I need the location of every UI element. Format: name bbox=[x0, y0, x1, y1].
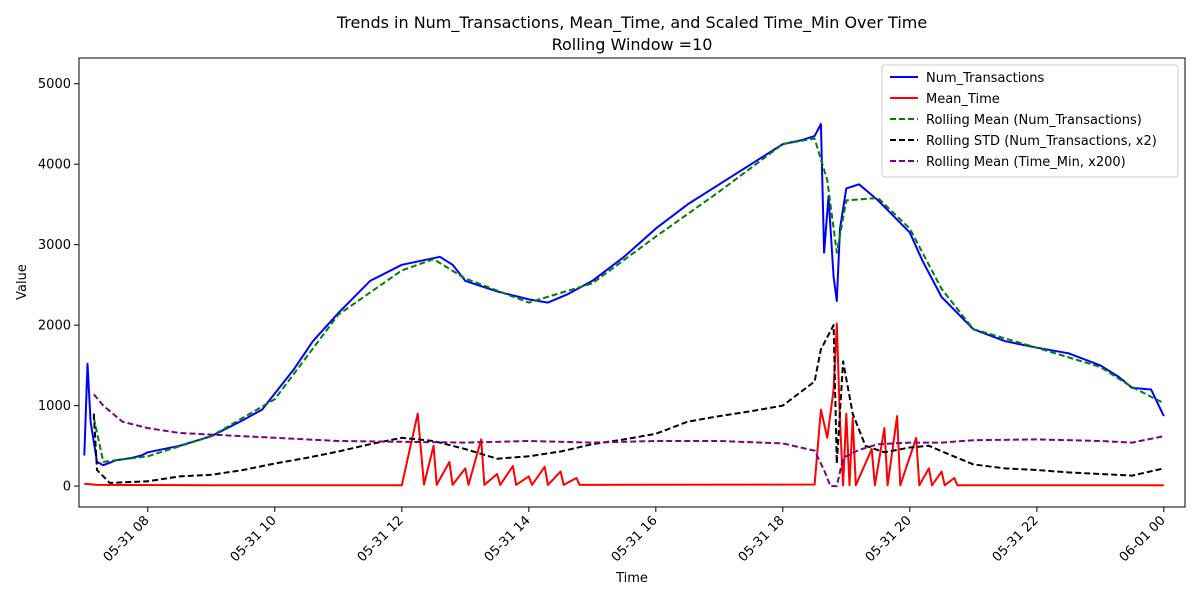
series-line-2 bbox=[84, 322, 1164, 487]
y-tick-label: 3000 bbox=[38, 238, 71, 253]
legend-label: Num_Transactions bbox=[926, 71, 1044, 86]
x-tick-label: 05-31 22 bbox=[990, 513, 1042, 565]
chart-title: Trends in Num_Transactions, Mean_Time, a… bbox=[336, 13, 927, 33]
x-tick-label: 05-31 10 bbox=[228, 513, 280, 565]
y-tick-label: 2000 bbox=[38, 319, 71, 334]
x-tick-label: 06-01 00 bbox=[1117, 513, 1169, 565]
legend-label: Rolling Mean (Time_Min, x200) bbox=[926, 155, 1126, 170]
y-tick-label: 4000 bbox=[38, 158, 71, 173]
x-tick-label: 05-31 12 bbox=[355, 513, 407, 565]
x-tick-label: 05-31 14 bbox=[482, 513, 534, 565]
x-tick-label: 05-31 20 bbox=[863, 513, 915, 565]
x-tick-label: 05-31 08 bbox=[101, 513, 153, 565]
x-axis: 05-31 08 05-31 10 05-31 12 05-31 14 05-31 16… bbox=[101, 507, 1169, 565]
legend-label: Rolling Mean (Num_Transactions) bbox=[926, 113, 1142, 128]
chart-subtitle: Rolling Window =10 bbox=[552, 35, 713, 54]
plot-area bbox=[83, 123, 1165, 488]
series-line-1 bbox=[83, 123, 1165, 467]
x-tick-label: 05-31 18 bbox=[736, 513, 788, 565]
y-tick-label: 5000 bbox=[38, 77, 71, 92]
y-tick-label: 0 bbox=[63, 480, 71, 495]
x-axis-label: Time bbox=[615, 571, 648, 586]
y-axis-label: Value bbox=[15, 264, 30, 300]
legend: Num_Transactions Mean_Time Rolling Mean (N… bbox=[881, 64, 1179, 178]
x-tick-label: 05-31 16 bbox=[609, 513, 661, 565]
plot-frame bbox=[78, 57, 1186, 508]
legend-label: Rolling STD (Num_Transactions, x2) bbox=[926, 134, 1157, 149]
legend-box bbox=[881, 64, 1179, 178]
series-line-4 bbox=[92, 324, 1165, 484]
series-line-5 bbox=[93, 393, 1164, 488]
y-axis: 0 1000 2000 3000 4000 5000 bbox=[38, 77, 79, 495]
series-line-3 bbox=[92, 137, 1165, 463]
legend-label: Mean_Time bbox=[926, 92, 1000, 107]
y-tick-label: 1000 bbox=[38, 399, 71, 414]
